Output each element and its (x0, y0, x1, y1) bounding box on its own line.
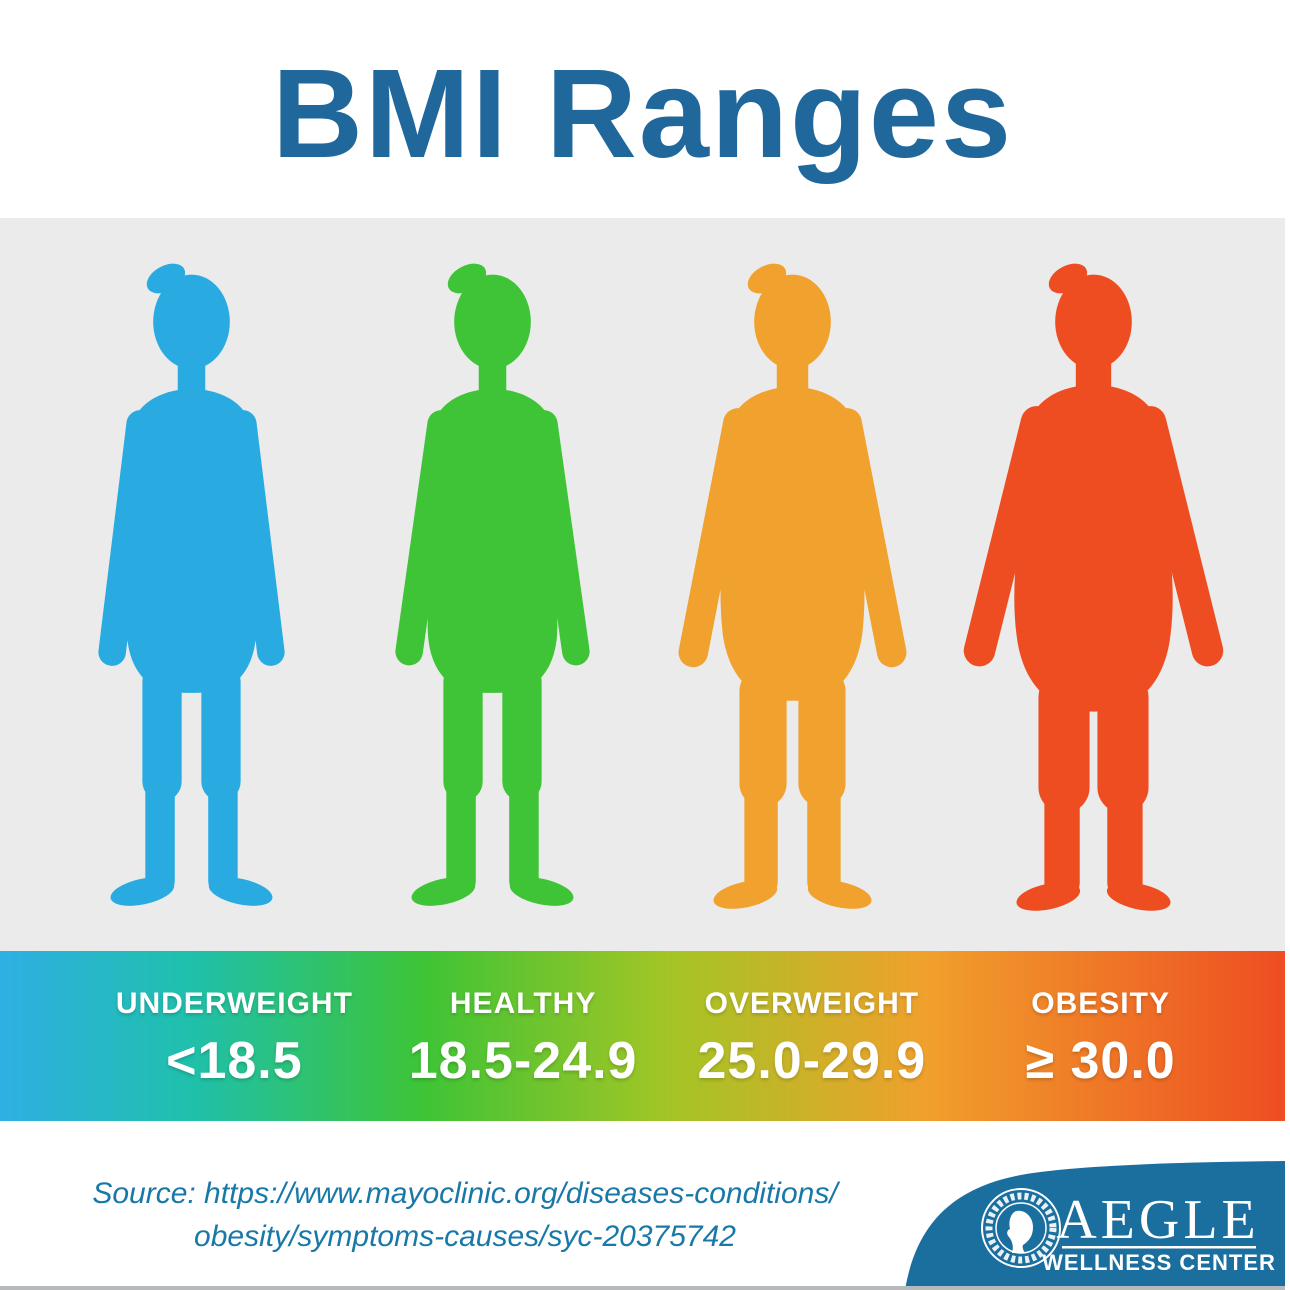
torso (720, 386, 865, 701)
left-arm (678, 408, 753, 668)
emblem-outer-ring (981, 1188, 1061, 1268)
right-foot (1106, 882, 1171, 911)
source-line-1: Source: https://www.mayoclinic.org/disea… (92, 1177, 838, 1210)
logo-swoosh-shape (905, 1161, 1285, 1290)
left-calf (1044, 786, 1080, 901)
bottom-edge-line (0, 1286, 1285, 1290)
silhouette-obese-body (963, 263, 1224, 911)
right-foot (208, 877, 273, 906)
right-thigh (201, 661, 241, 802)
left-arm (98, 410, 154, 666)
right-arm (229, 410, 285, 666)
page-title: BMI Ranges (271, 42, 1014, 184)
left-calf (145, 771, 175, 896)
left-foot (110, 877, 175, 906)
emblem-wreath-ring (985, 1192, 1057, 1264)
left-foot (713, 880, 778, 909)
category-name: HEALTHY (449, 987, 597, 1020)
category-name: UNDERWEIGHT (115, 987, 353, 1020)
right-arm (832, 408, 907, 668)
left-arm (963, 406, 1053, 667)
range-cell-underweight: UNDERWEIGHT <18.5 (90, 987, 379, 1091)
left-thigh (443, 661, 483, 802)
silhouette-underweight-body (98, 263, 285, 906)
logo-subtitle-text: WELLNESS CENTER (1042, 1250, 1276, 1275)
silhouette-overweight (678, 263, 907, 909)
silhouette-obese (963, 263, 1224, 911)
head (1055, 274, 1132, 369)
bmi-range-bar: UNDERWEIGHT <18.5 HEALTHY 18.5-24.9 OVER… (0, 951, 1285, 1121)
title-band: BMI Ranges (0, 0, 1285, 218)
left-arm (395, 410, 455, 666)
logo-brand-text: AEGLE (1056, 1189, 1260, 1251)
left-calf (445, 771, 476, 896)
silhouette-healthy (395, 263, 590, 906)
logo-divider-line (1062, 1246, 1256, 1249)
torso (427, 388, 558, 693)
left-thigh (142, 661, 182, 802)
silhouette-overweight-body (678, 263, 907, 909)
head (453, 274, 531, 369)
left-foot (1016, 882, 1081, 911)
aegle-logo: AEGLE WELLNESS CENTER (905, 1161, 1285, 1290)
source-citation: Source: https://www.mayoclinic.org/disea… (55, 1172, 875, 1258)
right-calf (807, 781, 841, 899)
range-cell-overweight: OVERWEIGHT 25.0-29.9 (668, 987, 957, 1091)
category-name: OBESITY (1031, 987, 1170, 1020)
right-foot (509, 877, 574, 906)
right-calf (508, 771, 539, 896)
silhouette-underweight (98, 263, 285, 906)
torso (126, 388, 257, 693)
right-thigh (798, 667, 846, 808)
category-range: ≥ 30.0 (1025, 1032, 1176, 1090)
left-thigh (1038, 671, 1090, 814)
silhouette-healthy-body (395, 263, 590, 906)
head (754, 274, 832, 369)
right-foot (808, 880, 872, 909)
left-calf (744, 781, 779, 899)
category-range: <18.5 (166, 1032, 303, 1090)
right-thigh (501, 661, 542, 802)
range-cell-healthy: HEALTHY 18.5-24.9 (379, 987, 668, 1091)
category-range: 18.5-24.9 (408, 1032, 638, 1090)
right-calf (1107, 786, 1143, 901)
right-calf (208, 771, 238, 896)
neck (1075, 353, 1112, 391)
right-arm (1134, 406, 1224, 667)
torso (1014, 384, 1173, 712)
emblem-profile-head (1007, 1210, 1033, 1253)
category-name: OVERWEIGHT (704, 987, 920, 1020)
figures-band (0, 218, 1285, 951)
head (153, 274, 230, 369)
range-cell-obesity: OBESITY ≥ 30.0 (956, 987, 1245, 1091)
left-thigh (739, 667, 787, 808)
category-range: 25.0-29.9 (697, 1032, 927, 1090)
aegle-emblem-icon (981, 1188, 1061, 1268)
right-thigh (1097, 671, 1149, 814)
left-foot (411, 877, 475, 906)
source-line-2: obesity/symptoms-causes/syc-20375742 (194, 1220, 736, 1253)
right-arm (529, 410, 590, 666)
